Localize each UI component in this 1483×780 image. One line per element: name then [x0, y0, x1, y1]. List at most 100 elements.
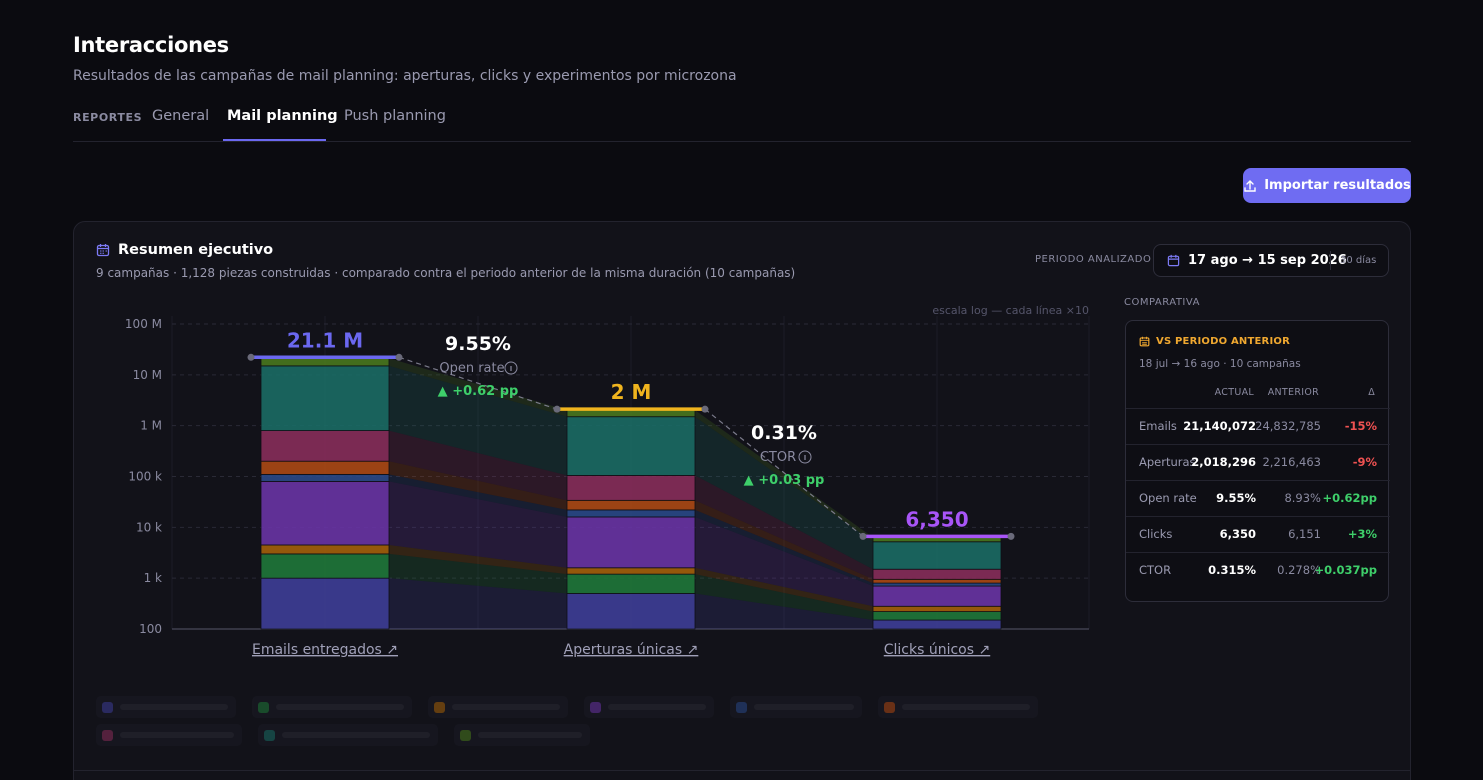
x-category-label[interactable]: Clicks únicos ↗ [884, 642, 990, 658]
legend-item[interactable] [454, 724, 590, 746]
bar-segment [260, 357, 390, 367]
legend-item[interactable] [96, 724, 242, 746]
calendar-icon [1167, 254, 1180, 267]
comparison-header: VS PERIODO ANTERIOR [1139, 336, 1290, 347]
legend-swatch [460, 730, 471, 741]
rate-delta: ▲ +0.62 pp [438, 384, 519, 399]
summary-title: Resumen ejecutivo [118, 242, 274, 258]
legend-text-placeholder [754, 704, 854, 710]
bar-segment [872, 605, 1002, 612]
bar-segment [872, 568, 1002, 580]
legend-text-placeholder [902, 704, 1030, 710]
connector-dot [395, 353, 403, 361]
delta-value: +0.62pp [1322, 491, 1377, 505]
tab-bar: REPORTES General Mail planning Push plan… [73, 100, 1411, 142]
y-tick-label: 100 k [128, 470, 162, 484]
y-tick-label: 1 M [140, 419, 162, 433]
funnel-chart: 100 M 10 M 1 M 100 k 10 k 1 k 100 escala log — … [125, 304, 1090, 658]
period-selector[interactable]: 17 ago → 15 sep 2026 30 días [1153, 244, 1389, 277]
y-tick-label: 10 k [136, 520, 162, 534]
legend-swatch [884, 702, 895, 713]
flow-band [695, 509, 873, 587]
flow-band [695, 567, 873, 612]
info-icon [504, 361, 518, 375]
comparison-title: VS PERIODO ANTERIOR [1156, 336, 1290, 347]
bar-segment [566, 416, 696, 476]
previous-value: 6,151 [1288, 527, 1321, 541]
bar-segment [260, 553, 390, 579]
legend-swatch [590, 702, 601, 713]
legend-item[interactable] [584, 696, 714, 718]
legend-item[interactable] [252, 696, 412, 718]
legend-item[interactable] [258, 724, 438, 746]
bar-segment [566, 509, 696, 518]
summary-subtitle: 9 campañas · 1,128 piezas construidas · … [96, 266, 796, 280]
legend-swatch [102, 730, 113, 741]
flow-band [695, 410, 873, 542]
flow-band [695, 500, 873, 584]
legend-item[interactable] [878, 696, 1038, 718]
column-actual: ACTUAL [1214, 387, 1254, 398]
bar-segment [260, 365, 390, 431]
actual-value: 0.315% [1208, 563, 1256, 577]
period-label: PERIODO ANALIZADO [1035, 254, 1152, 265]
actual-value: 9.55% [1216, 491, 1256, 505]
flow-band [389, 430, 567, 501]
metric-name: Emails [1139, 419, 1177, 433]
legend-text-placeholder [452, 704, 560, 710]
scale-note: escala log — cada línea ×10 [932, 304, 1089, 317]
rate-value: 9.55% [445, 333, 511, 355]
import-results-label: Importar resultados [1264, 178, 1411, 193]
import-results-button[interactable]: Importar resultados [1243, 168, 1411, 203]
bar-total-label: 21.1 M [287, 328, 363, 352]
legend-swatch [258, 702, 269, 713]
bar-segment [260, 473, 390, 482]
tab-mail-planning[interactable]: Mail planning [227, 108, 338, 124]
metric-name: CTOR [1139, 563, 1172, 577]
flow-band [389, 358, 567, 417]
info-icon [798, 450, 812, 464]
flow-connector [398, 356, 558, 410]
actual-value: 2,018,296 [1191, 455, 1256, 469]
tab-push-planning[interactable]: Push planning [344, 108, 446, 124]
x-category-label[interactable]: Emails entregados ↗ [252, 642, 398, 658]
bar-segment [566, 499, 696, 511]
delta-value: +0.037pp [1314, 563, 1377, 577]
flow-band [389, 553, 567, 594]
legend-item[interactable] [428, 696, 568, 718]
comparison-row: Clicks 6,350 6,151 +3% [1126, 516, 1390, 552]
flow-band [389, 365, 567, 476]
bar-segment [566, 567, 696, 575]
tabs-section-label: REPORTES [73, 111, 143, 124]
legend-text-placeholder [478, 732, 582, 738]
flow-band [695, 516, 873, 607]
legend-swatch [102, 702, 113, 713]
flow-band [389, 481, 567, 568]
flow-band [389, 474, 567, 517]
tab-general[interactable]: General [152, 108, 210, 124]
previous-value: 0.278% [1277, 563, 1321, 577]
legend-text-placeholder [120, 732, 234, 738]
comparison-panel: VS PERIODO ANTERIOR 18 jul → 16 ago · 10… [1125, 320, 1390, 602]
legend-item[interactable] [96, 696, 236, 718]
legend-swatch [264, 730, 275, 741]
bar-segment [260, 544, 390, 555]
flow-band [389, 544, 567, 575]
rate-value: 0.31% [751, 422, 817, 444]
bar-segment [872, 578, 1002, 584]
delta-value: -9% [1352, 455, 1377, 469]
comparison-row: CTOR 0.315% 0.278% +0.037pp [1126, 552, 1390, 588]
period-value: 17 ago → 15 sep 2026 [1188, 253, 1347, 268]
legend-item[interactable] [730, 696, 862, 718]
column-anterior: ANTERIOR [1267, 387, 1319, 398]
flow-band [695, 574, 873, 621]
y-tick-label: 100 [139, 622, 162, 636]
bar-segment [260, 577, 390, 630]
active-tab-indicator [223, 139, 326, 141]
flow-band [695, 593, 873, 629]
x-category-label[interactable]: Aperturas únicas ↗ [564, 642, 699, 658]
comparison-row: Aperturas 2,018,296 2,216,463 -9% [1126, 444, 1390, 480]
legend-text-placeholder [120, 704, 228, 710]
legend-text-placeholder [608, 704, 706, 710]
flow-band [695, 475, 873, 580]
